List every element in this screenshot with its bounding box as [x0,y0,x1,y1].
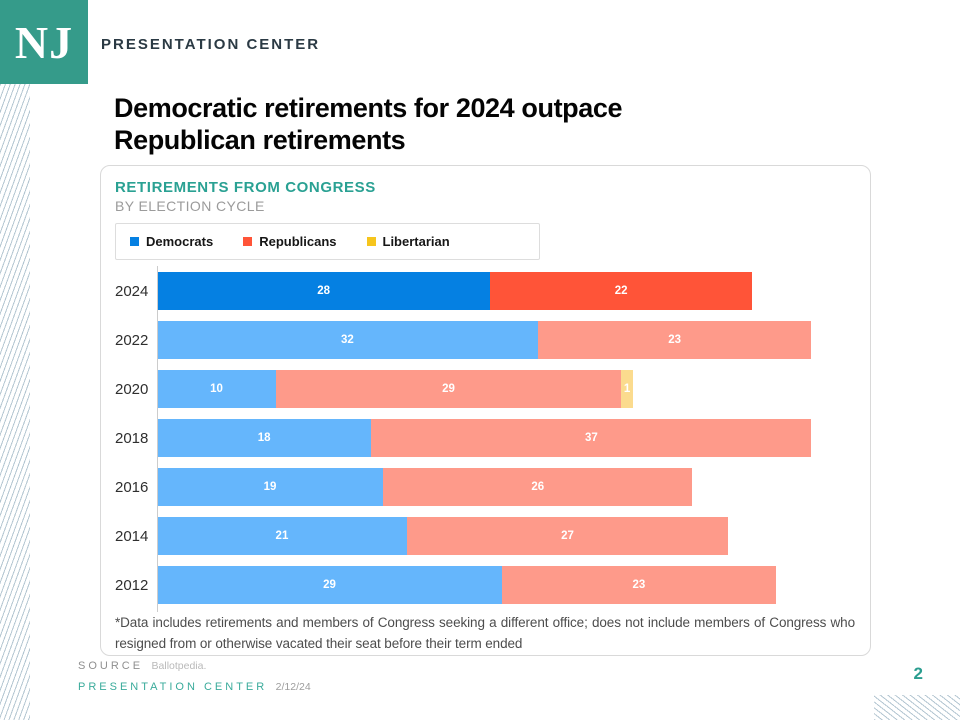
bar-segment-democrats-2022: 32 [157,321,538,359]
bar-segment-democrats-2014: 21 [157,517,407,555]
legend-swatch-icon [366,237,376,246]
bar-row-2022: 2022 32 23 [115,321,855,359]
bar-track: 19 26 [157,468,693,506]
bar-track: 21 27 [157,517,729,555]
footer-date: 2/12/24 [275,681,311,693]
plot-rows: 2024 28 22 2022 32 23 2020 10 29 1 2018 18 37 2016 19 2… [115,272,855,604]
chart-footnote: *Data includes retirements and members o… [115,615,855,651]
year-label: 2012 [115,576,149,594]
plot-area: 2024 28 22 2022 32 23 2020 10 29 1 2018 18 37 2016 19 2… [115,266,855,612]
year-label: 2016 [115,478,149,496]
bar-segment-republicans-2014: 27 [406,517,729,555]
page-number: 2 [913,664,923,683]
bar-segment-democrats-2020: 10 [157,370,276,408]
bar-row-2012: 2012 29 23 [115,566,855,604]
bar-row-2024: 2024 28 22 [115,272,855,310]
bar-track: 32 23 [157,321,812,359]
bar-segment-republicans-2016: 26 [383,468,693,506]
bar-row-2018: 2018 18 37 [115,419,855,457]
bar-row-2014: 2014 21 27 [115,517,855,555]
presentation-center-header: PRESENTATION CENTER [101,36,321,53]
bar-track: 10 29 1 [157,370,633,408]
chart-card: RETIREMENTS FROM CONGRESS BY ELECTION CY… [100,165,871,656]
bar-segment-republicans-2012: 23 [502,566,776,604]
chart-subheading: BY ELECTION CYCLE [115,198,265,214]
bar-segment-libertarian-2020: 1 [621,370,633,408]
bar-segment-republicans-2018: 37 [371,419,812,457]
slide-title: Democratic retirements for 2024 outpace … [114,93,623,156]
year-label: 2024 [115,282,149,300]
axis-line [157,266,158,612]
legend-item-democrats: Democrats [130,234,213,249]
legend-swatch-icon [243,237,253,246]
bar-segment-democrats-2016: 19 [157,468,384,506]
source-value: Ballotpedia. [151,660,207,672]
source-label: SOURCE [78,660,144,672]
legend-item-libertarian: Libertarian [366,234,450,249]
bar-segment-democrats-2012: 29 [157,566,503,604]
bar-segment-democrats-2024: 28 [157,272,491,310]
bar-row-2016: 2016 19 26 [115,468,855,506]
legend-swatch-icon [130,237,139,246]
legend-label: Libertarian [382,234,450,249]
bar-segment-republicans-2024: 22 [490,272,752,310]
legend-label: Democrats [146,234,214,249]
slide-footer: SOURCE Ballotpedia. PRESENTATION CENTER … [78,656,311,695]
chart-legend: Democrats Republicans Libertarian [115,223,540,260]
nj-logo: NJ [0,0,88,84]
bar-track: 18 37 [157,419,812,457]
source-line: SOURCE Ballotpedia. [78,656,311,674]
bar-track: 29 23 [157,566,776,604]
bar-row-2020: 2020 10 29 1 [115,370,855,408]
bar-track: 28 22 [157,272,752,310]
bar-segment-democrats-2018: 18 [157,419,372,457]
chart-heading: RETIREMENTS FROM CONGRESS [115,179,376,196]
legend-item-republicans: Republicans [243,234,337,249]
bar-segment-republicans-2020: 29 [276,370,622,408]
corner-stripe-decoration [874,695,960,720]
left-stripe-decoration [0,84,30,720]
footer-brand-label: PRESENTATION CENTER [78,681,268,693]
year-label: 2022 [115,331,149,349]
footer-brand-line: PRESENTATION CENTER 2/12/24 [78,677,311,695]
year-label: 2020 [115,380,149,398]
bar-segment-republicans-2022: 23 [537,321,812,359]
legend-label: Republicans [259,234,337,249]
year-label: 2018 [115,429,149,447]
year-label: 2014 [115,527,149,545]
